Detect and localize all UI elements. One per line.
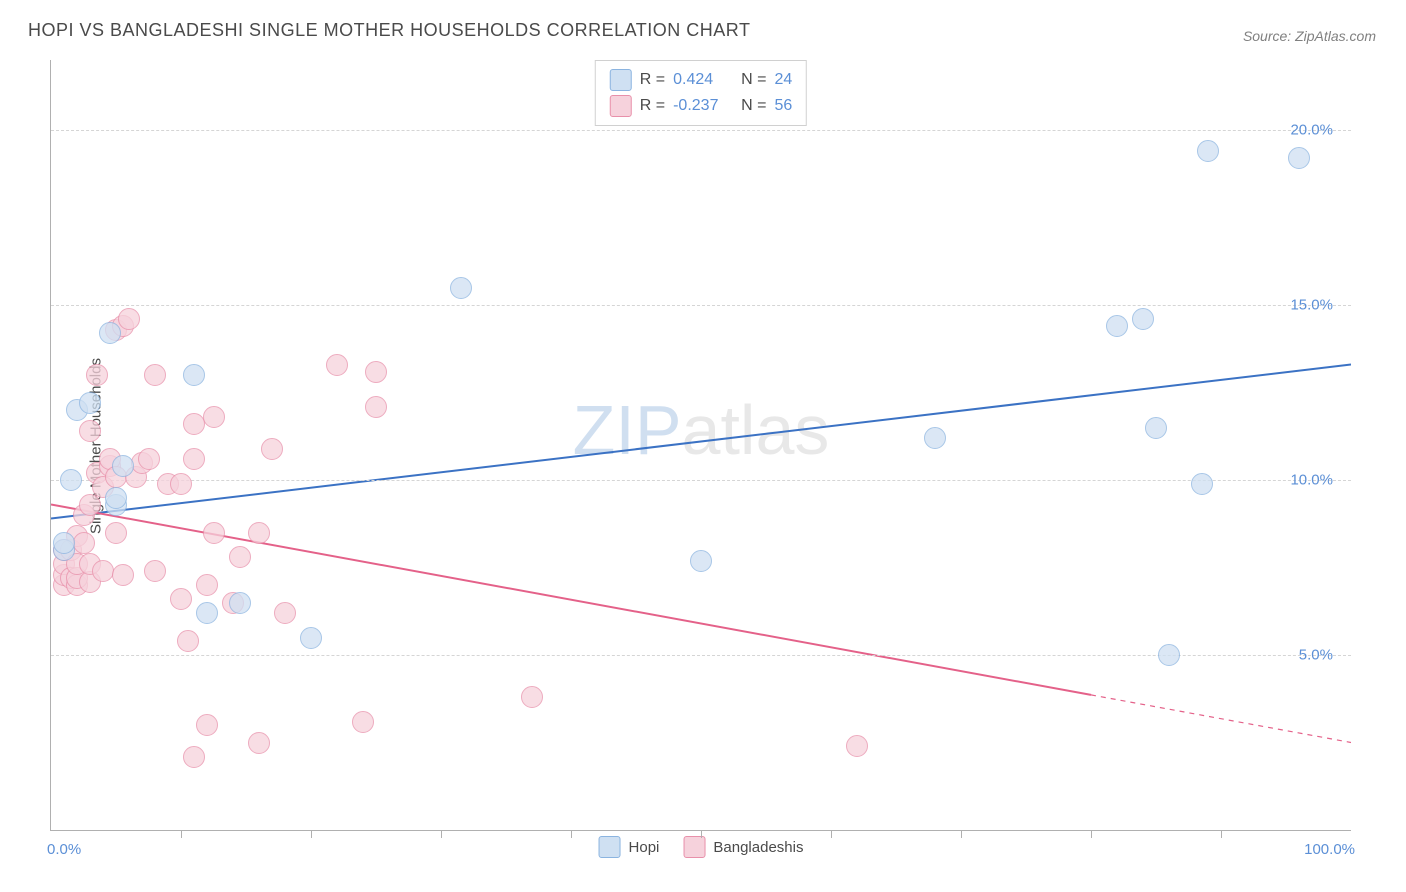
- gridline: [51, 130, 1351, 131]
- scatter-point: [1191, 473, 1213, 495]
- scatter-point: [183, 364, 205, 386]
- scatter-point: [365, 396, 387, 418]
- x-tick: [571, 830, 572, 838]
- scatter-point: [1106, 315, 1128, 337]
- scatter-point: [229, 546, 251, 568]
- scatter-point: [326, 354, 348, 376]
- n-value: 24: [774, 71, 792, 89]
- scatter-point: [112, 564, 134, 586]
- corr-legend-row: R = -0.237 N = 56: [610, 93, 792, 119]
- x-max-label: 100.0%: [1304, 841, 1355, 858]
- scatter-point: [183, 448, 205, 470]
- r-value: -0.237: [673, 97, 733, 115]
- x-tick: [1221, 830, 1222, 838]
- scatter-point: [196, 714, 218, 736]
- scatter-point: [1145, 417, 1167, 439]
- scatter-point: [99, 322, 121, 344]
- x-tick: [181, 830, 182, 838]
- scatter-point: [144, 560, 166, 582]
- scatter-point: [924, 427, 946, 449]
- scatter-point: [196, 602, 218, 624]
- scatter-point: [177, 630, 199, 652]
- x-tick: [701, 830, 702, 838]
- series-label: Bangladeshis: [713, 839, 803, 856]
- y-tick-label: 20.0%: [1290, 122, 1333, 139]
- trend-lines: [51, 60, 1351, 830]
- scatter-point: [170, 588, 192, 610]
- scatter-point: [352, 711, 374, 733]
- chart-title: HOPI VS BANGLADESHI SINGLE MOTHER HOUSEH…: [28, 20, 750, 41]
- scatter-point: [203, 522, 225, 544]
- scatter-point: [138, 448, 160, 470]
- x-tick: [1091, 830, 1092, 838]
- source-label: Source: ZipAtlas.com: [1243, 28, 1376, 44]
- scatter-point: [1197, 140, 1219, 162]
- scatter-point: [183, 746, 205, 768]
- scatter-point: [1158, 644, 1180, 666]
- x-tick: [961, 830, 962, 838]
- scatter-point: [1132, 308, 1154, 330]
- legend-swatch: [683, 836, 705, 858]
- r-value: 0.424: [673, 71, 733, 89]
- scatter-point: [105, 487, 127, 509]
- x-tick: [831, 830, 832, 838]
- legend-swatch: [610, 95, 632, 117]
- plot-area: ZIPatlas R =0.424N =24R =-0.237N =56 0.0…: [50, 60, 1351, 831]
- scatter-point: [365, 361, 387, 383]
- legend-swatch: [599, 836, 621, 858]
- y-tick-label: 10.0%: [1290, 472, 1333, 489]
- correlation-legend: R = 0.424 N = 24 R = -0.237 N = 56: [595, 60, 807, 126]
- scatter-point: [274, 602, 296, 624]
- scatter-point: [170, 473, 192, 495]
- x-min-label: 0.0%: [47, 841, 81, 858]
- gridline: [51, 480, 1351, 481]
- gridline: [51, 305, 1351, 306]
- scatter-point: [846, 735, 868, 757]
- scatter-point: [248, 732, 270, 754]
- scatter-point: [105, 522, 127, 544]
- scatter-point: [300, 627, 322, 649]
- r-label: R =: [640, 97, 665, 115]
- scatter-point: [450, 277, 472, 299]
- y-tick-label: 15.0%: [1290, 297, 1333, 314]
- scatter-point: [60, 469, 82, 491]
- scatter-point: [73, 532, 95, 554]
- scatter-point: [203, 406, 225, 428]
- n-value: 56: [774, 97, 792, 115]
- gridline: [51, 655, 1351, 656]
- x-tick: [311, 830, 312, 838]
- series-legend-item: Bangladeshis: [683, 836, 803, 858]
- corr-legend-row: R = 0.424 N = 24: [610, 67, 792, 93]
- x-tick: [441, 830, 442, 838]
- scatter-point: [53, 532, 75, 554]
- scatter-point: [79, 420, 101, 442]
- scatter-point: [261, 438, 283, 460]
- r-label: R =: [640, 71, 665, 89]
- scatter-point: [112, 455, 134, 477]
- scatter-point: [118, 308, 140, 330]
- legend-swatch: [610, 69, 632, 91]
- n-label: N =: [741, 71, 766, 89]
- watermark-zip: ZIP: [573, 391, 682, 469]
- scatter-point: [144, 364, 166, 386]
- scatter-point: [92, 560, 114, 582]
- scatter-point: [196, 574, 218, 596]
- series-legend: Hopi Bangladeshis: [599, 836, 804, 858]
- scatter-point: [86, 364, 108, 386]
- series-legend-item: Hopi: [599, 836, 660, 858]
- series-label: Hopi: [629, 839, 660, 856]
- scatter-point: [521, 686, 543, 708]
- scatter-point: [1288, 147, 1310, 169]
- scatter-point: [229, 592, 251, 614]
- scatter-point: [248, 522, 270, 544]
- watermark: ZIPatlas: [573, 390, 830, 470]
- scatter-point: [690, 550, 712, 572]
- watermark-atlas: atlas: [682, 391, 830, 469]
- n-label: N =: [741, 97, 766, 115]
- scatter-point: [79, 392, 101, 414]
- y-tick-label: 5.0%: [1299, 647, 1333, 664]
